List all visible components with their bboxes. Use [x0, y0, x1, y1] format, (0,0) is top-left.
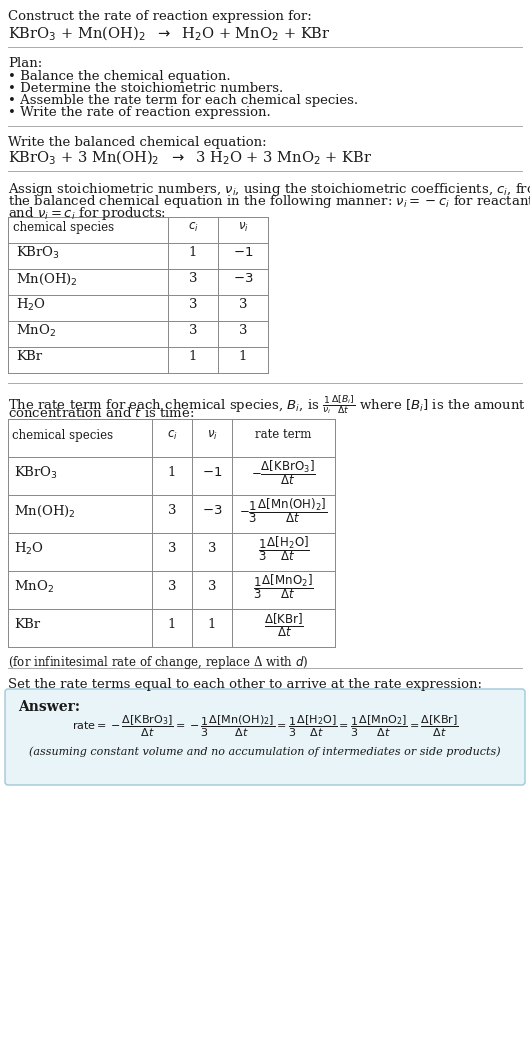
Text: (for infinitesimal rate of change, replace Δ with $d$): (for infinitesimal rate of change, repla… [8, 654, 308, 670]
Text: $c_i$: $c_i$ [166, 429, 178, 441]
Text: 3: 3 [208, 581, 216, 593]
Text: • Balance the chemical equation.: • Balance the chemical equation. [8, 70, 231, 83]
Text: $\dfrac{1}{3}\dfrac{\Delta[\mathrm{H_2O}]}{\Delta t}$: $\dfrac{1}{3}\dfrac{\Delta[\mathrm{H_2O}… [258, 535, 310, 564]
Text: 1: 1 [168, 467, 176, 479]
Text: Write the balanced chemical equation:: Write the balanced chemical equation: [8, 136, 267, 149]
Text: $\nu_i$: $\nu_i$ [207, 429, 217, 441]
Text: 3: 3 [189, 298, 197, 312]
Text: Plan:: Plan: [8, 56, 42, 70]
Text: $\dfrac{\Delta[\mathrm{KBr}]}{\Delta t}$: $\dfrac{\Delta[\mathrm{KBr}]}{\Delta t}$ [263, 611, 303, 639]
Text: 1: 1 [208, 618, 216, 632]
Text: MnO$_2$: MnO$_2$ [16, 323, 56, 339]
Text: $-\dfrac{1}{3}\dfrac{\Delta[\mathrm{Mn(OH)_2}]}{\Delta t}$: $-\dfrac{1}{3}\dfrac{\Delta[\mathrm{Mn(O… [239, 497, 328, 525]
Text: KBr: KBr [14, 618, 40, 632]
Text: rate term: rate term [255, 429, 312, 441]
Text: $c_i$: $c_i$ [188, 221, 198, 233]
Text: $-1$: $-1$ [233, 247, 253, 259]
Text: $-3$: $-3$ [233, 273, 253, 286]
Text: 3: 3 [238, 324, 248, 338]
Text: 3: 3 [168, 581, 176, 593]
Text: Mn(OH)$_2$: Mn(OH)$_2$ [14, 503, 76, 519]
Text: $\mathrm{rate} = -\dfrac{\Delta[\mathrm{KBrO_3}]}{\Delta t} = -\dfrac{1}{3}\dfra: $\mathrm{rate} = -\dfrac{\Delta[\mathrm{… [72, 713, 458, 738]
Text: $\dfrac{1}{3}\dfrac{\Delta[\mathrm{MnO_2}]}{\Delta t}$: $\dfrac{1}{3}\dfrac{\Delta[\mathrm{MnO_2… [253, 572, 314, 601]
Text: $-\dfrac{\Delta[\mathrm{KBrO_3}]}{\Delta t}$: $-\dfrac{\Delta[\mathrm{KBrO_3}]}{\Delta… [251, 458, 316, 487]
FancyBboxPatch shape [5, 689, 525, 784]
Text: and $\nu_i = c_i$ for products:: and $\nu_i = c_i$ for products: [8, 205, 166, 222]
Text: Assign stoichiometric numbers, $\nu_i$, using the stoichiometric coefficients, $: Assign stoichiometric numbers, $\nu_i$, … [8, 181, 530, 198]
Text: $-1$: $-1$ [202, 467, 222, 479]
Text: The rate term for each chemical species, $B_i$, is $\frac{1}{\nu_i}\frac{\Delta[: The rate term for each chemical species,… [8, 393, 526, 416]
Text: 1: 1 [239, 350, 247, 364]
Text: 1: 1 [189, 350, 197, 364]
Text: 3: 3 [208, 543, 216, 555]
Text: $-3$: $-3$ [202, 504, 222, 518]
Text: • Write the rate of reaction expression.: • Write the rate of reaction expression. [8, 106, 271, 119]
Text: • Determine the stoichiometric numbers.: • Determine the stoichiometric numbers. [8, 82, 283, 95]
Text: Mn(OH)$_2$: Mn(OH)$_2$ [16, 271, 78, 287]
Text: 3: 3 [168, 504, 176, 518]
Text: 1: 1 [189, 247, 197, 259]
Text: (assuming constant volume and no accumulation of intermediates or side products): (assuming constant volume and no accumul… [29, 746, 501, 756]
Text: KBrO$_3$ + 3 Mn(OH)$_2$  $\rightarrow$  3 H$_2$O + 3 MnO$_2$ + KBr: KBrO$_3$ + 3 Mn(OH)$_2$ $\rightarrow$ 3 … [8, 149, 373, 167]
Text: $\nu_i$: $\nu_i$ [237, 221, 249, 233]
Text: KBrO$_3$: KBrO$_3$ [16, 245, 60, 262]
Text: KBrO$_3$ + Mn(OH)$_2$  $\rightarrow$  H$_2$O + MnO$_2$ + KBr: KBrO$_3$ + Mn(OH)$_2$ $\rightarrow$ H$_2… [8, 25, 331, 43]
Text: H$_2$O: H$_2$O [16, 297, 46, 313]
Text: concentration and $t$ is time:: concentration and $t$ is time: [8, 406, 195, 420]
Text: chemical species: chemical species [12, 429, 113, 441]
Text: MnO$_2$: MnO$_2$ [14, 578, 54, 595]
Text: Construct the rate of reaction expression for:: Construct the rate of reaction expressio… [8, 10, 312, 23]
Text: KBr: KBr [16, 350, 42, 364]
Text: Answer:: Answer: [18, 700, 80, 714]
Text: 1: 1 [168, 618, 176, 632]
Text: Set the rate terms equal to each other to arrive at the rate expression:: Set the rate terms equal to each other t… [8, 678, 482, 691]
Text: 3: 3 [238, 298, 248, 312]
Text: chemical species: chemical species [13, 221, 114, 233]
Text: the balanced chemical equation in the following manner: $\nu_i = -c_i$ for react: the balanced chemical equation in the fo… [8, 194, 530, 210]
Text: KBrO$_3$: KBrO$_3$ [14, 465, 58, 481]
Text: 3: 3 [189, 273, 197, 286]
Text: • Assemble the rate term for each chemical species.: • Assemble the rate term for each chemic… [8, 94, 358, 107]
Text: 3: 3 [189, 324, 197, 338]
Text: 3: 3 [168, 543, 176, 555]
Text: H$_2$O: H$_2$O [14, 541, 44, 558]
